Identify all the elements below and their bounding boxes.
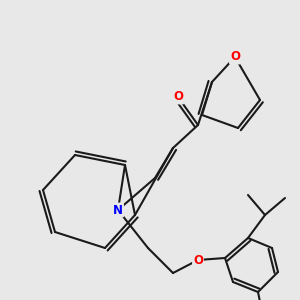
Text: N: N (113, 203, 123, 217)
Text: O: O (230, 50, 240, 64)
Text: O: O (173, 91, 183, 103)
Text: O: O (193, 254, 203, 266)
